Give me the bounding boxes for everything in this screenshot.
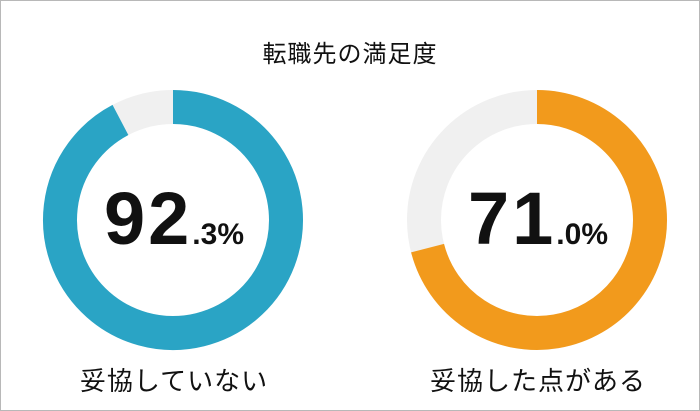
left-caption: 妥協していない — [79, 367, 269, 397]
right-percentage-decimal: .0% — [556, 218, 608, 251]
right-caption: 妥協した点がある — [429, 367, 646, 397]
left-percentage-decimal: .3% — [192, 218, 244, 251]
right-donut-slice — [411, 90, 667, 350]
chart-title: 転職先の満足度 — [262, 40, 438, 68]
left-donut-slice — [43, 90, 303, 350]
left-percentage: 92.3% — [41, 179, 307, 259]
right-percentage: 71.0% — [405, 179, 671, 259]
left-percentage-integer: 92 — [103, 177, 193, 260]
right-percentage-integer: 71 — [467, 177, 557, 260]
